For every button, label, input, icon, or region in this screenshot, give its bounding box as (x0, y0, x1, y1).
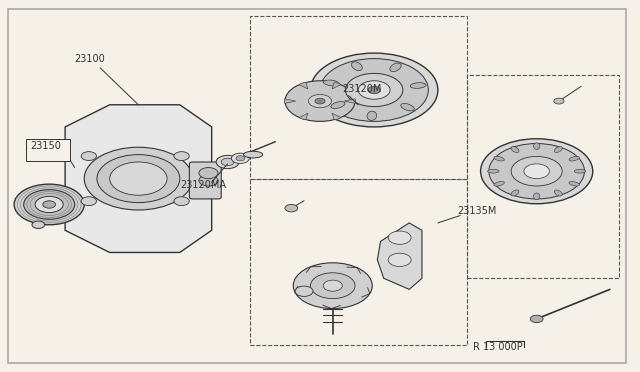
Circle shape (285, 81, 355, 121)
Circle shape (35, 196, 63, 212)
Circle shape (388, 253, 411, 266)
Circle shape (481, 139, 593, 204)
Text: 23120M: 23120M (342, 84, 381, 94)
Ellipse shape (554, 190, 563, 196)
Text: R 13 000P: R 13 000P (473, 342, 523, 352)
Circle shape (524, 164, 549, 179)
Ellipse shape (534, 193, 540, 200)
Circle shape (368, 86, 381, 94)
Text: 23120MA: 23120MA (180, 180, 226, 190)
Ellipse shape (494, 156, 504, 161)
Circle shape (84, 147, 193, 210)
Circle shape (308, 94, 332, 108)
Circle shape (554, 98, 564, 104)
Circle shape (221, 158, 234, 166)
Bar (250, 179, 467, 345)
Circle shape (489, 144, 584, 199)
Circle shape (97, 155, 180, 203)
Ellipse shape (331, 102, 345, 109)
Wedge shape (299, 82, 308, 89)
Circle shape (358, 81, 390, 99)
Circle shape (43, 201, 56, 208)
Wedge shape (344, 99, 356, 103)
Circle shape (236, 156, 245, 161)
Circle shape (388, 231, 411, 244)
Ellipse shape (569, 156, 579, 161)
Text: 23135M: 23135M (457, 206, 497, 216)
Wedge shape (284, 99, 296, 103)
Circle shape (315, 98, 325, 104)
Circle shape (310, 53, 438, 127)
Circle shape (81, 197, 97, 206)
Ellipse shape (511, 147, 519, 153)
Text: 23100: 23100 (75, 54, 106, 64)
Circle shape (320, 59, 428, 121)
Ellipse shape (351, 62, 362, 71)
Wedge shape (299, 113, 308, 120)
Circle shape (14, 184, 84, 225)
FancyBboxPatch shape (189, 162, 221, 199)
Ellipse shape (488, 169, 499, 173)
Ellipse shape (323, 80, 339, 86)
Circle shape (310, 273, 355, 299)
Circle shape (531, 315, 543, 323)
Ellipse shape (410, 83, 426, 89)
Circle shape (81, 152, 97, 160)
Circle shape (216, 155, 239, 169)
Circle shape (293, 263, 372, 309)
Wedge shape (332, 82, 341, 89)
Circle shape (199, 167, 218, 179)
Circle shape (109, 162, 167, 195)
Bar (467, 75, 620, 278)
Circle shape (174, 152, 189, 160)
Circle shape (346, 73, 403, 107)
Bar (250, 16, 467, 179)
Ellipse shape (367, 111, 376, 121)
Ellipse shape (244, 151, 262, 158)
Text: 23150: 23150 (31, 141, 61, 151)
Circle shape (24, 190, 75, 219)
Ellipse shape (390, 63, 401, 71)
Circle shape (174, 197, 189, 206)
Circle shape (295, 286, 313, 296)
Circle shape (323, 280, 342, 291)
Circle shape (232, 153, 249, 163)
Circle shape (199, 175, 218, 186)
Ellipse shape (574, 169, 586, 173)
Ellipse shape (534, 143, 540, 150)
Circle shape (32, 221, 45, 228)
FancyBboxPatch shape (26, 139, 70, 161)
Ellipse shape (401, 103, 414, 111)
Polygon shape (378, 223, 422, 289)
Ellipse shape (511, 190, 519, 196)
Ellipse shape (494, 182, 504, 186)
Polygon shape (65, 105, 212, 253)
Circle shape (285, 205, 298, 212)
Wedge shape (332, 113, 341, 120)
Ellipse shape (554, 147, 563, 153)
Circle shape (511, 157, 562, 186)
Ellipse shape (569, 182, 579, 186)
